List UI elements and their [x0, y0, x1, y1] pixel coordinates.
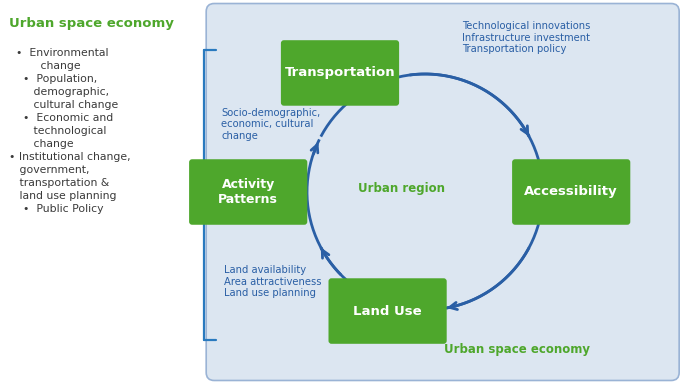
FancyBboxPatch shape [189, 159, 307, 225]
FancyBboxPatch shape [328, 278, 447, 344]
Text: Transportation: Transportation [285, 66, 395, 79]
FancyBboxPatch shape [512, 159, 630, 225]
Text: Urban space economy: Urban space economy [9, 17, 173, 30]
Text: Urban space economy: Urban space economy [444, 343, 590, 356]
Text: Socio-demographic,
economic, cultural
change: Socio-demographic, economic, cultural ch… [221, 108, 320, 141]
Text: Urban region: Urban region [358, 182, 445, 195]
Text: Activity
Patterns: Activity Patterns [218, 178, 278, 206]
Text: Accessibility: Accessibility [524, 185, 618, 199]
Text: Land availability
Area attractiveness
Land use planning: Land availability Area attractiveness La… [224, 265, 322, 298]
FancyBboxPatch shape [281, 40, 399, 106]
Text: •  Environmental
         change
    •  Population,
       demographic,
       c: • Environmental change • Population, dem… [9, 48, 131, 215]
Text: Land Use: Land Use [354, 305, 422, 318]
Text: Technological innovations
Infrastructure investment
Transportation policy: Technological innovations Infrastructure… [462, 21, 591, 54]
FancyBboxPatch shape [206, 3, 679, 381]
